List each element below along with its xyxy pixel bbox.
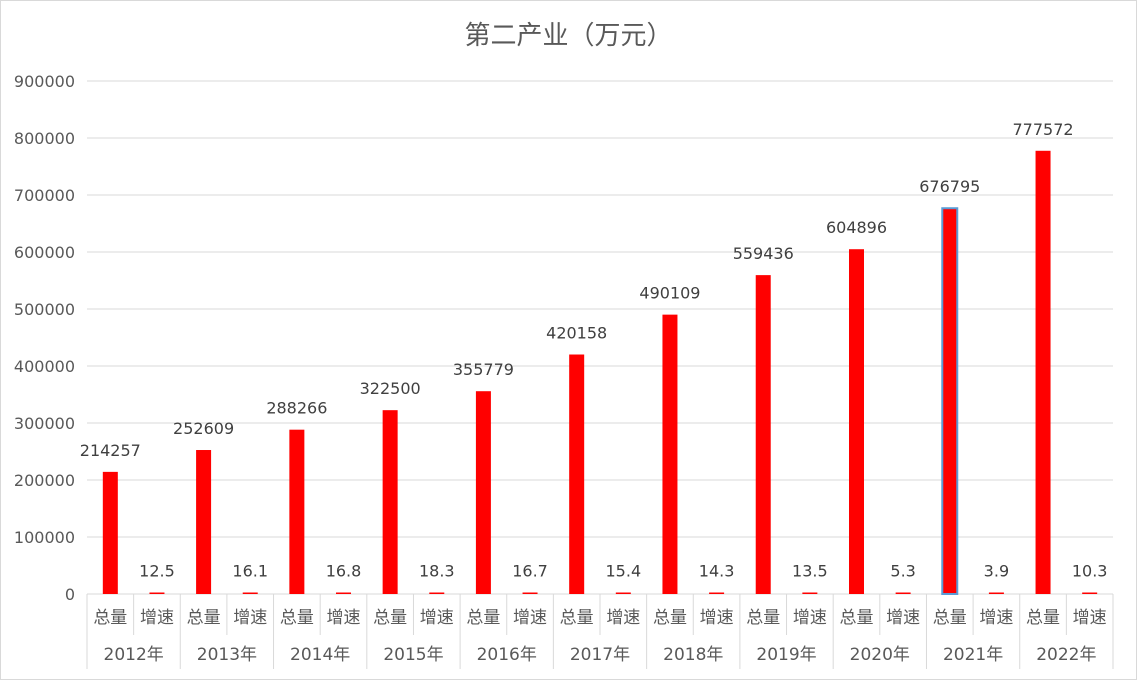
year-label: 2018年 xyxy=(663,645,723,665)
year-label: 2021年 xyxy=(943,645,1003,665)
data-label: 490109 xyxy=(639,284,700,303)
category-label: 总量 xyxy=(373,608,407,628)
y-tick-label: 900000 xyxy=(14,72,75,91)
category-label: 增速 xyxy=(793,608,827,628)
year-label: 2015年 xyxy=(383,645,443,665)
category-label: 增速 xyxy=(1073,608,1107,628)
data-label: 18.3 xyxy=(419,562,455,581)
year-label: 2019年 xyxy=(756,645,816,665)
y-tick-label: 300000 xyxy=(14,414,75,433)
year-label: 2013年 xyxy=(197,645,257,665)
category-label: 增速 xyxy=(513,608,547,628)
year-label: 2014年 xyxy=(290,645,350,665)
data-label: 13.5 xyxy=(792,562,828,581)
y-tick-label: 800000 xyxy=(14,129,75,148)
year-label: 2020年 xyxy=(850,645,910,665)
bar xyxy=(569,354,585,594)
category-label: 总量 xyxy=(560,608,594,628)
year-label: 2012年 xyxy=(104,645,164,665)
data-label: 604896 xyxy=(826,218,887,237)
bar xyxy=(102,471,118,594)
bar xyxy=(709,592,725,594)
data-label: 288266 xyxy=(266,399,327,418)
category-label: 总量 xyxy=(280,608,314,628)
y-tick-label: 700000 xyxy=(14,186,75,205)
category-label: 增速 xyxy=(420,608,454,628)
bar xyxy=(988,592,1004,594)
category-label: 总量 xyxy=(93,608,127,628)
bar xyxy=(1035,150,1051,594)
category-label: 增速 xyxy=(233,608,267,628)
y-tick-label: 100000 xyxy=(14,528,75,547)
data-label: 5.3 xyxy=(890,562,915,581)
bar xyxy=(615,592,631,594)
category-label: 总量 xyxy=(840,608,874,628)
data-label: 16.8 xyxy=(326,562,362,581)
y-tick-label: 500000 xyxy=(14,300,75,319)
category-label: 总量 xyxy=(933,608,967,628)
data-label: 777572 xyxy=(1013,120,1074,139)
y-tick-label: 0 xyxy=(65,585,75,604)
chart-title: 第二产业（万元） xyxy=(464,21,673,51)
category-label: 总量 xyxy=(1026,608,1060,628)
y-tick-label: 200000 xyxy=(14,471,75,490)
bar xyxy=(475,391,491,594)
bar xyxy=(849,249,864,594)
bar xyxy=(941,207,959,596)
bar xyxy=(895,592,911,594)
category-label: 总量 xyxy=(746,608,780,628)
category-label: 增速 xyxy=(140,608,174,628)
category-label: 总量 xyxy=(466,608,500,628)
bar xyxy=(1082,592,1098,594)
data-label: 676795 xyxy=(919,177,980,196)
bar xyxy=(149,592,165,594)
y-tick-label: 600000 xyxy=(14,243,75,262)
data-label: 252609 xyxy=(173,419,234,438)
data-label: 322500 xyxy=(360,379,421,398)
category-label: 总量 xyxy=(653,608,687,628)
data-label: 15.4 xyxy=(606,562,642,581)
category-label: 增速 xyxy=(606,608,640,628)
bar xyxy=(522,592,538,594)
data-label: 14.3 xyxy=(699,562,735,581)
bar xyxy=(382,410,398,594)
year-label: 2016年 xyxy=(477,645,537,665)
category-label: 总量 xyxy=(187,608,221,628)
data-label: 12.5 xyxy=(139,562,175,581)
bar xyxy=(802,592,818,594)
data-label: 10.3 xyxy=(1072,562,1108,581)
bar xyxy=(289,429,305,594)
data-label: 3.9 xyxy=(984,562,1009,581)
data-label: 16.7 xyxy=(512,562,548,581)
bar xyxy=(662,314,678,594)
year-label: 2022年 xyxy=(1036,645,1096,665)
data-label: 420158 xyxy=(546,324,607,343)
category-label: 增速 xyxy=(700,608,734,628)
category-label: 增速 xyxy=(886,608,920,628)
bar xyxy=(755,275,771,594)
bar xyxy=(242,592,258,594)
data-label: 559436 xyxy=(733,244,794,263)
category-label: 增速 xyxy=(327,608,361,628)
data-label: 214257 xyxy=(80,441,141,460)
bar xyxy=(429,592,445,594)
bar xyxy=(196,450,212,594)
data-label: 355779 xyxy=(453,360,514,379)
data-label: 16.1 xyxy=(232,562,268,581)
y-tick-label: 400000 xyxy=(14,357,75,376)
category-label: 增速 xyxy=(979,608,1013,628)
year-label: 2017年 xyxy=(570,645,630,665)
bar xyxy=(336,592,351,594)
